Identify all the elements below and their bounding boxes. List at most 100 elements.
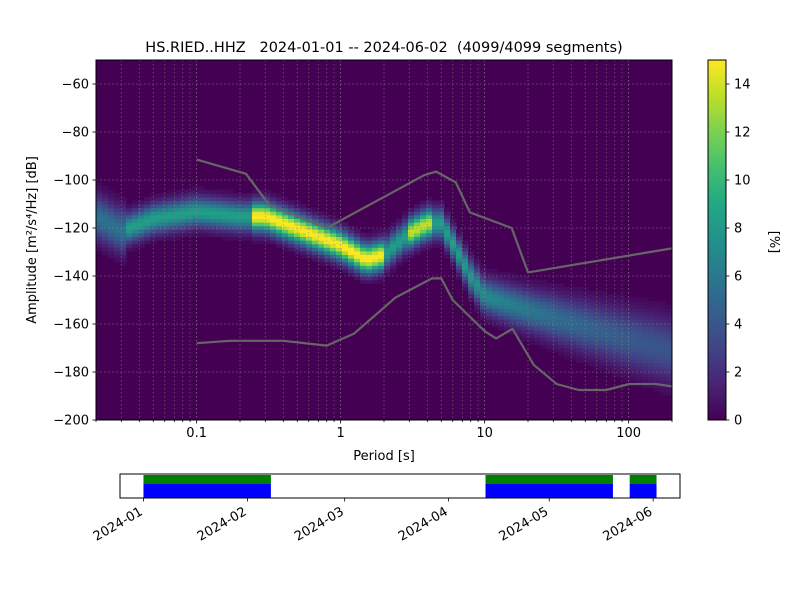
heatmap-cell: [636, 348, 643, 353]
heatmap-cell: [468, 294, 475, 299]
heatmap-cell: [438, 243, 445, 248]
heatmap-cell: [216, 211, 223, 216]
heatmap-cell: [342, 232, 349, 237]
heatmap-cell: [630, 308, 637, 313]
heatmap-cell: [444, 207, 451, 212]
heatmap-cell: [300, 204, 307, 209]
heatmap-cell: [444, 211, 451, 216]
heatmap-cell: [480, 272, 487, 277]
heatmap-cell: [198, 204, 205, 209]
heatmap-cell: [468, 265, 475, 270]
heatmap-cell: [168, 218, 175, 223]
heatmap-cell: [324, 261, 331, 266]
heatmap-cell: [252, 207, 259, 212]
heatmap-cell: [222, 232, 229, 237]
heatmap-cell: [474, 258, 481, 263]
colorbar-tick-label: 10: [734, 174, 751, 189]
heatmap-cell: [276, 193, 283, 198]
heatmap-cell: [180, 222, 187, 227]
heatmap-cell: [666, 366, 672, 371]
heatmap-cell: [288, 232, 295, 237]
heatmap-cell: [228, 193, 235, 198]
heatmap-cell: [180, 207, 187, 212]
heatmap-cell: [306, 240, 313, 245]
heatmap-cell: [210, 193, 217, 198]
heatmap-cell: [360, 258, 367, 263]
heatmap-cell: [276, 218, 283, 223]
heatmap-cell: [594, 294, 601, 299]
heatmap-cell: [552, 319, 559, 324]
heatmap-cell: [588, 322, 595, 327]
heatmap-cell: [582, 348, 589, 353]
heatmap-cell: [372, 265, 379, 270]
heatmap-cell: [360, 240, 367, 245]
heatmap-cell: [300, 211, 307, 216]
heatmap-cell: [378, 240, 385, 245]
heatmap-cell: [606, 308, 613, 313]
heatmap-cell: [336, 232, 343, 237]
heatmap-cell: [504, 290, 511, 295]
heatmap-cell: [420, 222, 427, 227]
heatmap-cell: [216, 196, 223, 201]
heatmap-cell: [258, 204, 265, 209]
heatmap-cell: [624, 330, 631, 335]
heatmap-cell: [666, 326, 672, 331]
heatmap-cell: [492, 290, 499, 295]
heatmap-cell: [114, 258, 121, 263]
heatmap-cell: [624, 301, 631, 306]
heatmap-cell: [342, 240, 349, 245]
heatmap-cell: [600, 308, 607, 313]
heatmap-cell: [366, 232, 373, 237]
heatmap-cell: [528, 297, 535, 302]
heatmap-cell: [570, 304, 577, 309]
heatmap-cell: [252, 232, 259, 237]
heatmap-cell: [318, 261, 325, 266]
heatmap-cell: [306, 214, 313, 219]
heatmap-cell: [450, 229, 457, 234]
heatmap-cell: [192, 204, 199, 209]
heatmap-cell: [612, 312, 619, 317]
heatmap-cell: [444, 254, 451, 259]
heatmap-cell: [570, 333, 577, 338]
heatmap-cell: [204, 200, 211, 205]
heatmap-cell: [534, 326, 541, 331]
heatmap-cell: [462, 240, 469, 245]
heatmap-cell: [270, 214, 277, 219]
heatmap-cell: [588, 290, 595, 295]
heatmap-cell: [282, 204, 289, 209]
y-tick-label: −160: [53, 318, 89, 333]
heatmap-cell: [132, 247, 139, 252]
heatmap-cell: [540, 312, 547, 317]
heatmap-cell: [228, 222, 235, 227]
heatmap-cell: [234, 211, 241, 216]
heatmap-cell: [540, 283, 547, 288]
heatmap-cell: [264, 229, 271, 234]
heatmap-cell: [516, 294, 523, 299]
heatmap-cell: [378, 236, 385, 241]
heatmap-cell: [372, 272, 379, 277]
heatmap-cell: [414, 250, 421, 255]
heatmap-cell: [582, 344, 589, 349]
heatmap-cell: [432, 225, 439, 230]
heatmap-cell: [474, 286, 481, 291]
heatmap-cell: [240, 222, 247, 227]
heatmap-cell: [618, 308, 625, 313]
heatmap-cell: [102, 207, 109, 212]
heatmap-cell: [654, 326, 661, 331]
heatmap-cell: [576, 315, 583, 320]
heatmap-cell: [234, 200, 241, 205]
heatmap-cell: [600, 355, 607, 360]
heatmap-cell: [354, 243, 361, 248]
heatmap-cell: [198, 218, 205, 223]
heatmap-cell: [558, 322, 565, 327]
heatmap-cell: [492, 279, 499, 284]
heatmap-cell: [420, 240, 427, 245]
heatmap-cell: [180, 218, 187, 223]
heatmap-cell: [420, 207, 427, 212]
heatmap-cell: [642, 315, 649, 320]
heatmap-cell: [288, 225, 295, 230]
heatmap-cell: [600, 358, 607, 363]
heatmap-cell: [354, 250, 361, 255]
heatmap-cell: [282, 222, 289, 227]
heatmap-cell: [468, 250, 475, 255]
